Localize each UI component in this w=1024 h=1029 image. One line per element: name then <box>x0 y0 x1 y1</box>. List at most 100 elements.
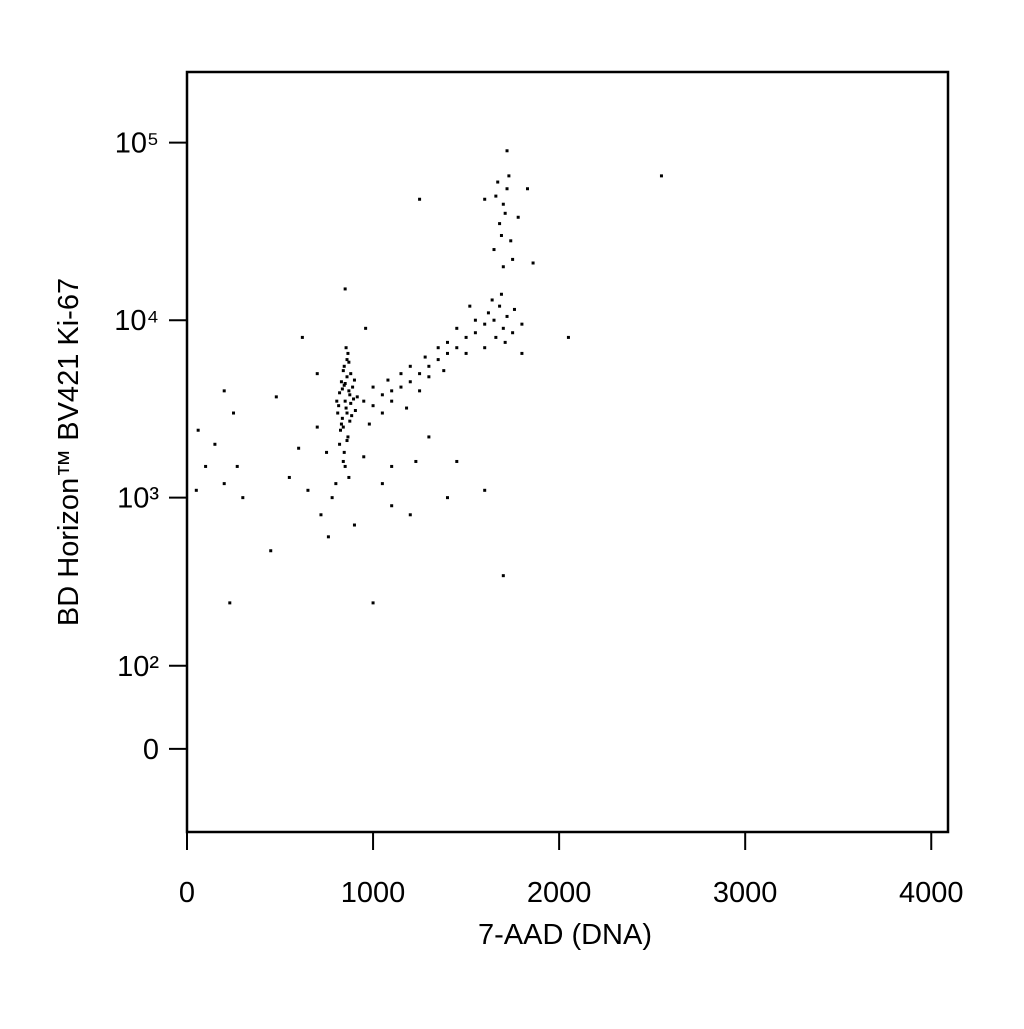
point <box>343 399 347 403</box>
point <box>445 496 449 500</box>
point <box>520 322 524 326</box>
point <box>235 464 239 468</box>
point <box>511 257 515 261</box>
point <box>380 393 384 397</box>
point <box>341 425 345 429</box>
point <box>503 211 507 215</box>
y-tick-label: 10⁵ <box>115 128 159 160</box>
point <box>490 298 494 302</box>
point <box>222 482 226 486</box>
point <box>511 331 515 335</box>
point <box>455 459 459 463</box>
point <box>349 372 353 376</box>
point <box>512 307 516 311</box>
point <box>507 174 511 178</box>
point <box>344 346 348 350</box>
point <box>345 375 349 379</box>
point <box>338 442 342 446</box>
point <box>445 340 449 344</box>
point <box>306 488 310 492</box>
point <box>408 513 412 517</box>
point <box>371 404 375 408</box>
x-axis-label: 7-AAD (DNA) <box>478 919 652 951</box>
point <box>269 549 273 553</box>
point <box>300 335 304 339</box>
point <box>346 351 350 355</box>
point <box>194 488 198 492</box>
x-tick-label: 2000 <box>527 877 592 909</box>
point <box>355 395 359 399</box>
y-axis-label: BD Horizon™ BV421 Ki-67 <box>53 278 85 626</box>
point <box>566 335 570 339</box>
point <box>380 482 384 486</box>
point <box>274 395 278 399</box>
point <box>339 428 343 432</box>
point <box>505 149 509 153</box>
point <box>351 385 355 389</box>
point <box>436 358 440 362</box>
point <box>468 304 472 308</box>
point <box>334 482 338 486</box>
point <box>348 419 352 423</box>
point <box>390 389 394 393</box>
point <box>319 513 323 517</box>
point <box>345 411 349 415</box>
point <box>501 202 505 206</box>
point <box>352 397 356 401</box>
point <box>390 399 394 403</box>
point <box>525 187 529 191</box>
point <box>436 346 440 350</box>
y-tick-label: 10³ <box>117 483 159 515</box>
point <box>464 335 468 339</box>
point <box>520 351 524 355</box>
point <box>326 535 330 539</box>
point <box>343 287 347 291</box>
point <box>483 488 487 492</box>
point <box>341 369 345 373</box>
point <box>408 364 412 368</box>
point <box>325 450 329 454</box>
point <box>342 450 346 454</box>
point <box>492 248 496 252</box>
point <box>335 399 339 403</box>
point <box>338 391 342 395</box>
point <box>399 372 403 376</box>
point <box>399 385 403 389</box>
point <box>494 194 498 198</box>
point <box>347 389 351 393</box>
point <box>408 380 412 384</box>
point <box>340 416 344 420</box>
point <box>241 496 245 500</box>
point <box>390 464 394 468</box>
point <box>503 340 507 344</box>
point <box>346 435 350 439</box>
point <box>228 601 232 605</box>
point <box>315 372 319 376</box>
x-tick-label: 0 <box>179 877 195 909</box>
point <box>204 464 208 468</box>
point <box>297 446 301 450</box>
point <box>427 375 431 379</box>
point <box>222 389 226 393</box>
point <box>464 351 468 355</box>
point <box>362 399 366 403</box>
point <box>498 304 502 308</box>
point <box>483 197 487 201</box>
point <box>427 364 431 368</box>
point <box>445 351 449 355</box>
plot-frame <box>185 70 950 834</box>
point <box>499 233 503 237</box>
point <box>352 378 356 382</box>
point <box>287 475 291 479</box>
point <box>371 601 375 605</box>
point <box>418 372 422 376</box>
point <box>347 360 351 364</box>
point <box>418 197 422 201</box>
point <box>486 311 490 315</box>
y-tick-label: 10² <box>117 651 159 683</box>
point <box>501 574 505 578</box>
point <box>509 239 513 243</box>
point <box>339 422 343 426</box>
point <box>499 292 503 296</box>
point <box>371 385 375 389</box>
